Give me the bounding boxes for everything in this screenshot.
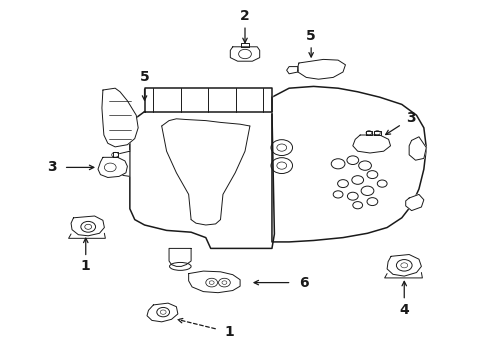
Text: 2: 2 [240, 9, 250, 23]
Polygon shape [287, 67, 298, 74]
Polygon shape [147, 303, 178, 322]
Polygon shape [98, 157, 127, 177]
Polygon shape [409, 137, 426, 160]
Text: 3: 3 [47, 161, 56, 174]
Polygon shape [387, 255, 421, 276]
Polygon shape [241, 43, 249, 47]
Polygon shape [130, 112, 274, 248]
Polygon shape [406, 194, 424, 211]
Text: 5: 5 [140, 71, 149, 84]
Polygon shape [189, 271, 240, 293]
Polygon shape [169, 248, 191, 266]
Polygon shape [230, 47, 260, 61]
Polygon shape [298, 59, 345, 79]
Polygon shape [272, 86, 426, 242]
Polygon shape [71, 216, 104, 236]
Polygon shape [353, 135, 391, 153]
Polygon shape [366, 131, 372, 135]
Text: 5: 5 [306, 29, 316, 43]
Text: 4: 4 [399, 303, 409, 316]
Polygon shape [145, 88, 272, 112]
Polygon shape [374, 131, 381, 135]
Text: 1: 1 [81, 260, 91, 273]
Text: 3: 3 [406, 111, 416, 125]
Polygon shape [102, 88, 138, 147]
Text: 1: 1 [225, 325, 235, 339]
Text: 6: 6 [299, 276, 309, 289]
Polygon shape [110, 151, 130, 176]
Polygon shape [113, 152, 118, 157]
